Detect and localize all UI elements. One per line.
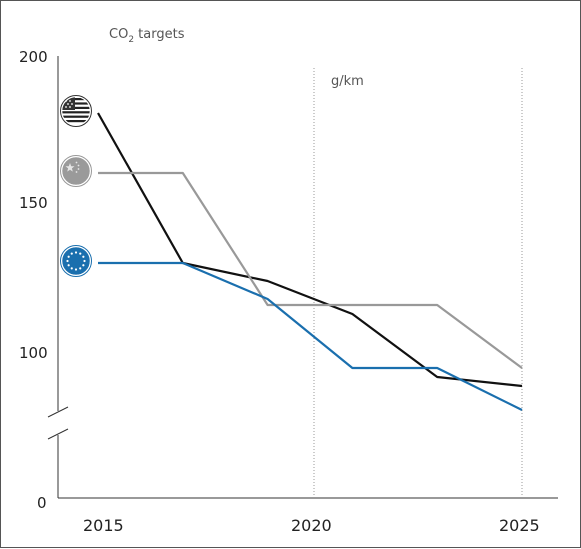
- eu-star-icon: [67, 255, 70, 258]
- series-layer: [97, 112, 523, 411]
- y-tick-label: 150: [19, 194, 48, 212]
- chart-title-rest: targets: [134, 27, 185, 42]
- us-flag-icon: [60, 95, 92, 127]
- axis-break-mark-lower: [47, 428, 69, 440]
- eu-star-icon: [74, 268, 78, 271]
- eu-star-icon: [70, 252, 73, 255]
- x-tick-label: 2015: [83, 516, 124, 535]
- eu-star-icon: [83, 259, 86, 263]
- x-tick-label: 2020: [291, 516, 332, 535]
- axis-break-mark-upper: [47, 406, 69, 418]
- series-line-eu: [98, 261, 523, 411]
- chart-title-main: CO: [109, 27, 128, 42]
- eu-star-icon: [82, 255, 85, 258]
- chart-title-subscript: 2: [128, 35, 134, 45]
- eu-star-icon: [79, 267, 82, 270]
- series-line-china: [98, 171, 523, 369]
- eu-star-icon: [67, 264, 70, 267]
- y-tick-label: 200: [19, 48, 48, 66]
- eu-star-icon: [74, 251, 78, 254]
- eu-star-icon: [79, 252, 82, 255]
- x-tick-label: 2025: [499, 516, 540, 535]
- eu-star-icon: [70, 267, 73, 270]
- china-flag-icon: [60, 155, 92, 187]
- series-line-us: [97, 112, 523, 388]
- axis-break-gap: [53, 411, 63, 435]
- unit-label: g/km: [331, 74, 364, 89]
- y-tick-label: 100: [19, 344, 48, 362]
- chart-title: CO2 targets: [109, 27, 185, 45]
- eu-flag-icon: [60, 245, 92, 277]
- eu-star-icon: [66, 259, 69, 263]
- eu-star-icon: [82, 264, 85, 267]
- y-tick-label: 0: [37, 494, 47, 512]
